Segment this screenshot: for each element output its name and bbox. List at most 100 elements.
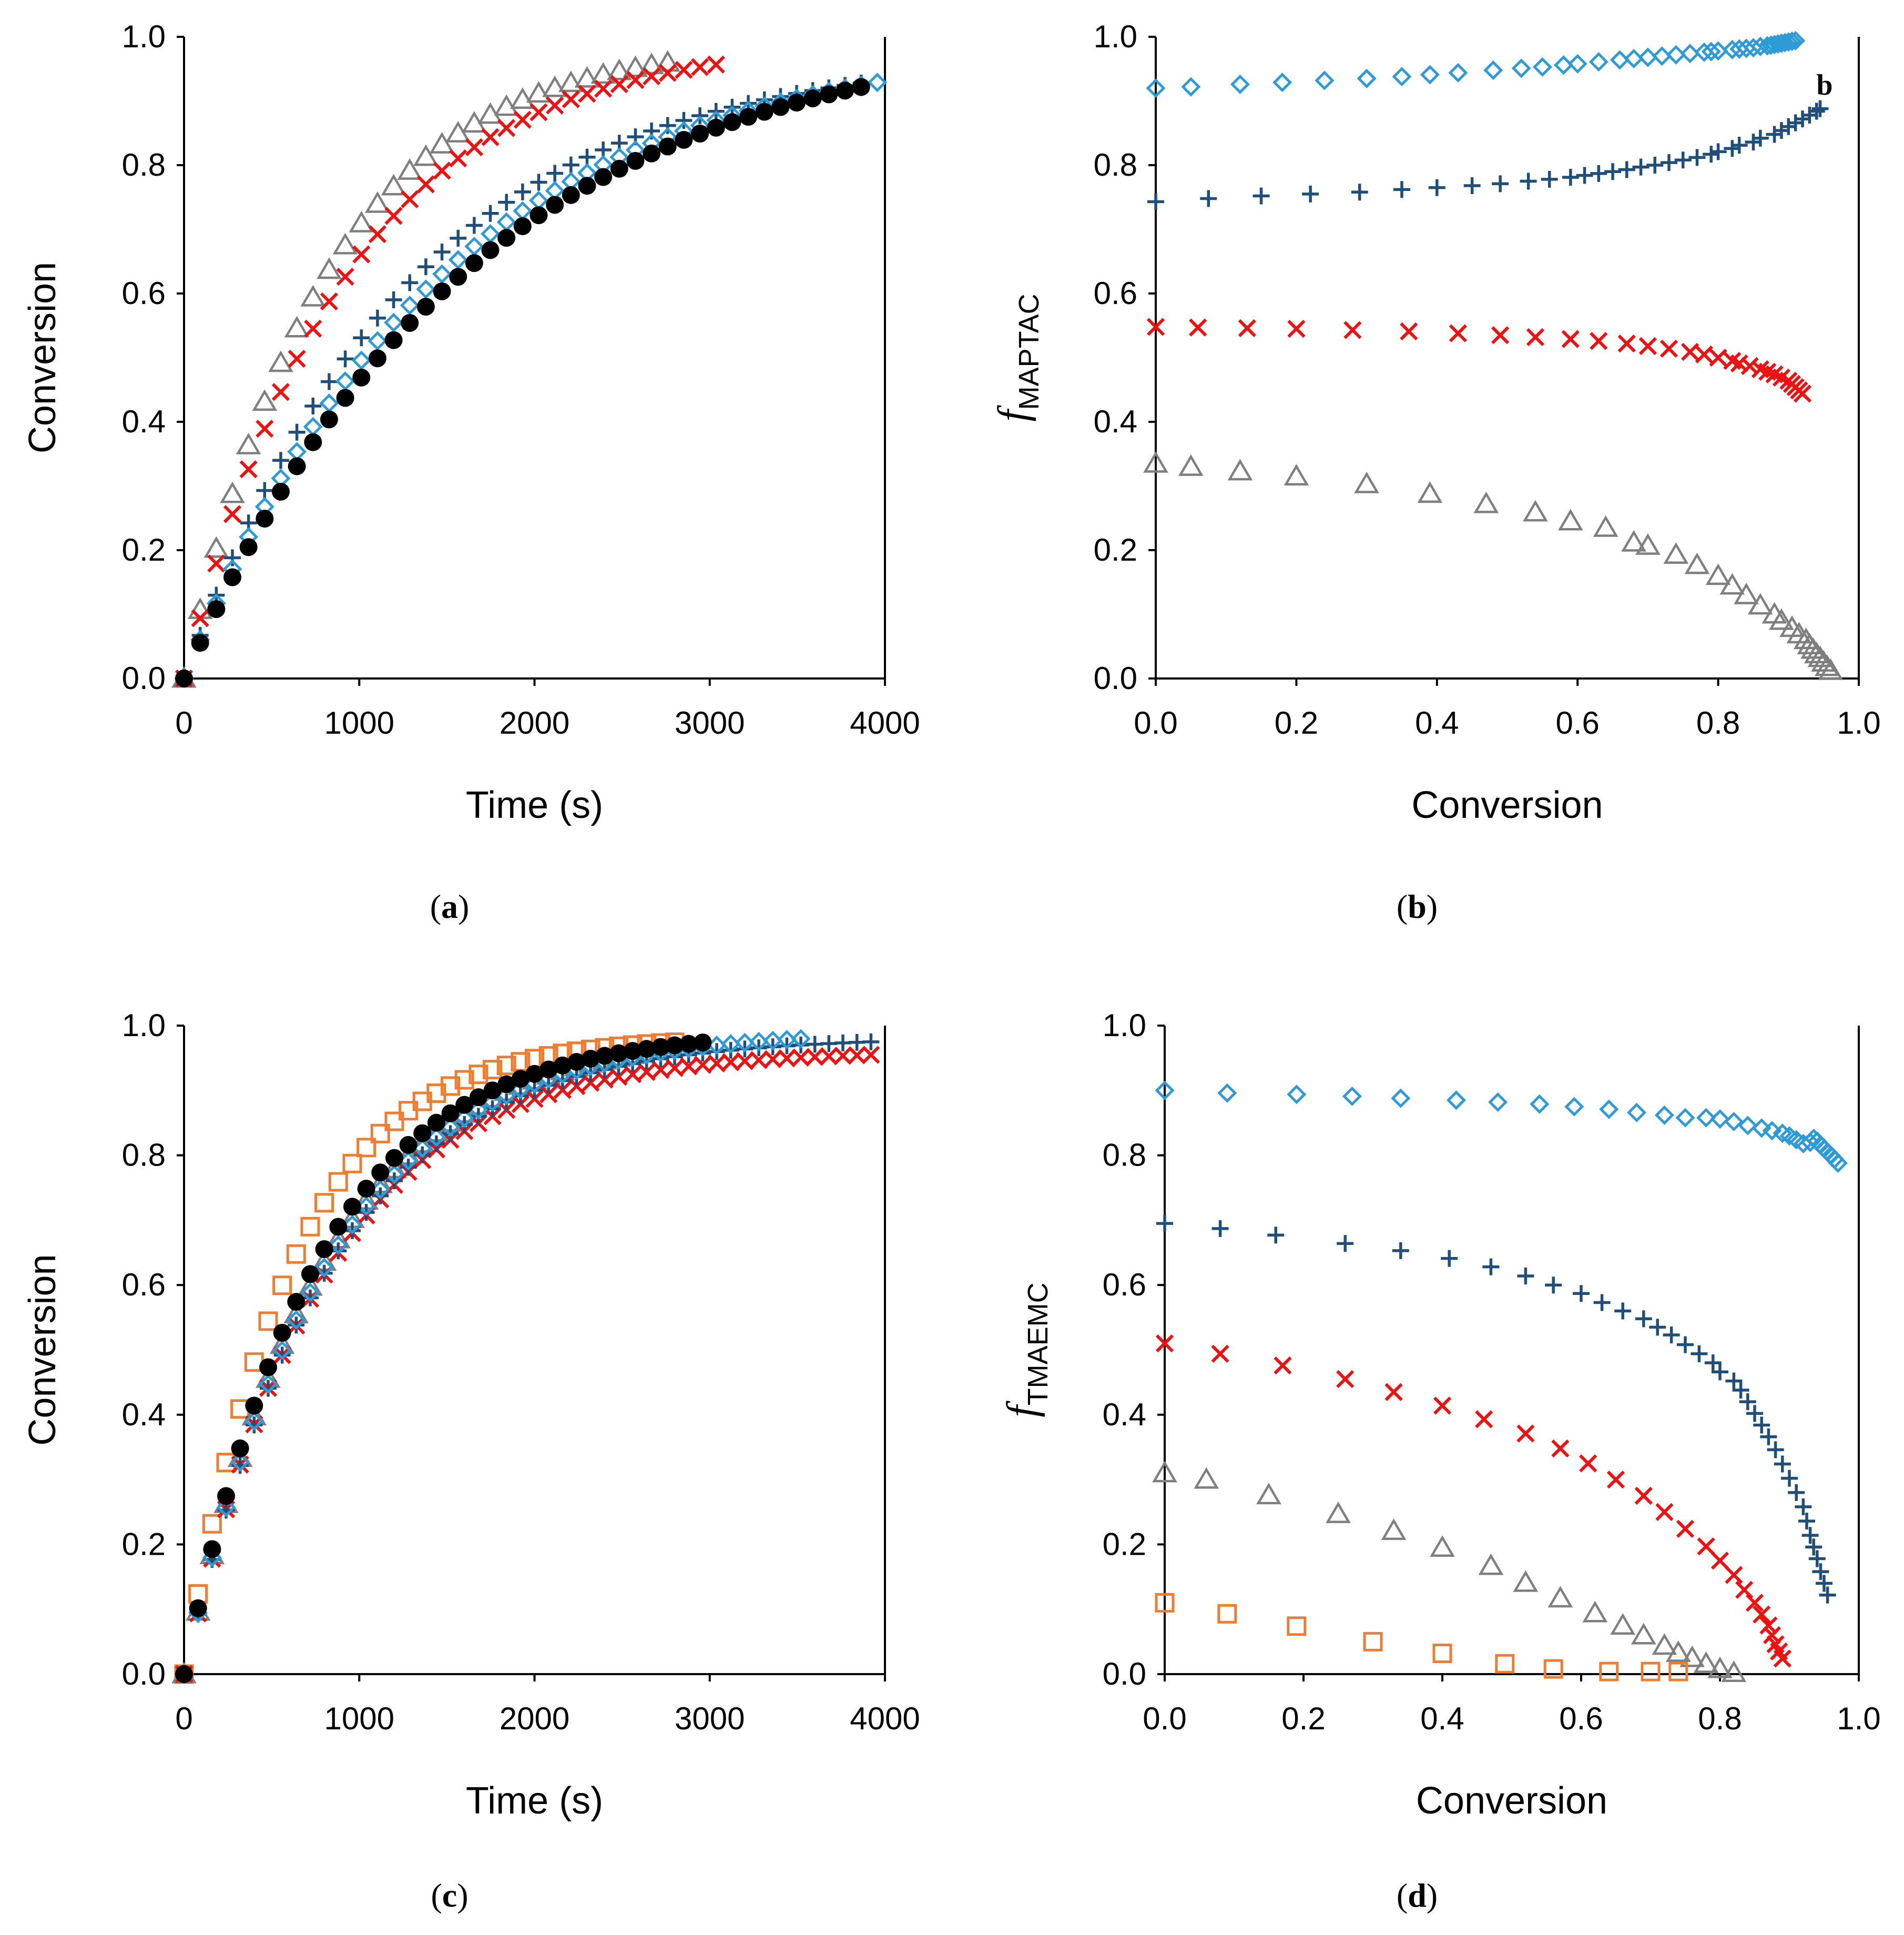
x-tick-label: 0.4 bbox=[1420, 1701, 1464, 1736]
data-point-x bbox=[271, 383, 290, 401]
y-axis-label: Conversion bbox=[22, 1254, 64, 1445]
data-point-square bbox=[384, 1111, 404, 1131]
data-point-diamond bbox=[1589, 52, 1608, 72]
data-point-square bbox=[1599, 1662, 1619, 1681]
x-axis-label: Time (s) bbox=[466, 1780, 603, 1822]
x-tick-label: 1.0 bbox=[1837, 705, 1880, 741]
data-point-circle bbox=[530, 206, 548, 225]
data-point-diamond bbox=[1483, 60, 1503, 80]
data-point-circle bbox=[256, 510, 274, 528]
data-point-plus bbox=[223, 549, 241, 566]
data-point-diamond bbox=[1342, 1086, 1362, 1106]
data-point-diamond bbox=[464, 236, 484, 257]
data-point-x bbox=[1753, 1605, 1771, 1624]
data-point-plus bbox=[562, 156, 579, 174]
y-tick-label: 0.6 bbox=[1094, 276, 1137, 311]
data-point-circle bbox=[723, 113, 741, 131]
data-point-circle bbox=[385, 1149, 403, 1167]
data-point-triangle bbox=[1663, 542, 1689, 564]
data-point-triangle bbox=[1582, 1600, 1608, 1623]
data-point-diamond bbox=[319, 393, 339, 413]
data-point-diamond bbox=[1782, 32, 1802, 52]
series-diamond-lightblue bbox=[174, 1029, 811, 1684]
data-point-diamond bbox=[1778, 32, 1798, 52]
data-point-x bbox=[481, 128, 500, 146]
data-point-diamond bbox=[511, 1079, 531, 1099]
x-tick-label: 3000 bbox=[675, 705, 745, 741]
plot-annotation: b bbox=[1816, 69, 1832, 102]
data-point-square bbox=[370, 1123, 390, 1143]
data-point-diamond bbox=[1610, 50, 1630, 70]
y-tick-label: 0.2 bbox=[122, 1526, 166, 1562]
data-point-circle bbox=[666, 1036, 684, 1055]
data-point-triangle bbox=[429, 131, 455, 154]
x-axis-label: Conversion bbox=[1416, 1780, 1607, 1822]
data-point-circle bbox=[658, 137, 677, 156]
data-point-x bbox=[1384, 1383, 1403, 1401]
data-point-diamond bbox=[1564, 1097, 1584, 1117]
data-point-diamond bbox=[496, 1086, 516, 1106]
data-point-triangle bbox=[1635, 533, 1661, 555]
data-point-square bbox=[272, 1275, 292, 1295]
data-point-triangle bbox=[1417, 481, 1443, 503]
data-point-diamond bbox=[1448, 63, 1468, 83]
data-point-diamond bbox=[1553, 55, 1573, 75]
data-point-triangle bbox=[1719, 573, 1745, 595]
data-point-circle bbox=[595, 1047, 614, 1065]
data-point-x bbox=[288, 349, 306, 368]
data-point-triangle bbox=[1523, 500, 1548, 522]
y-tick-label: 0.8 bbox=[1094, 147, 1137, 183]
data-point-triangle bbox=[365, 191, 390, 213]
data-point-triangle bbox=[1684, 552, 1710, 574]
y-tick-label: 0.8 bbox=[1103, 1138, 1146, 1173]
panel-label-letter: a bbox=[441, 888, 458, 925]
data-point-circle bbox=[694, 1034, 712, 1052]
data-point-circle bbox=[336, 389, 354, 407]
data-point-square bbox=[258, 1311, 278, 1331]
series-cross-red bbox=[175, 1046, 880, 1684]
data-point-x bbox=[1475, 1410, 1493, 1429]
data-point-diamond bbox=[1217, 1083, 1237, 1103]
data-point-x bbox=[320, 292, 339, 311]
data-point-diamond bbox=[1762, 1121, 1782, 1141]
data-point-circle bbox=[553, 1056, 572, 1075]
data-point-diamond bbox=[1627, 1102, 1647, 1122]
data-point-plus bbox=[1767, 1441, 1784, 1458]
y-tick-label: 0.8 bbox=[122, 1138, 166, 1173]
data-point-plus bbox=[1604, 163, 1622, 180]
x-tick-label: 0.8 bbox=[1696, 705, 1740, 741]
data-point-diamond bbox=[216, 1497, 236, 1517]
data-point-circle bbox=[578, 177, 596, 195]
data-point-x bbox=[433, 161, 451, 180]
data-point-triangle bbox=[252, 389, 278, 411]
data-point-diamond bbox=[721, 1034, 741, 1054]
data-point-x bbox=[626, 71, 645, 89]
data-point-plus bbox=[465, 217, 483, 234]
x-axis-label: Time (s) bbox=[466, 784, 603, 826]
data-point-diamond bbox=[287, 442, 307, 462]
data-point-x bbox=[1638, 337, 1657, 356]
data-point-diamond bbox=[416, 279, 436, 299]
data-point-diamond bbox=[1532, 57, 1552, 77]
data-point-x bbox=[578, 85, 596, 103]
panel-label-letter: b bbox=[1408, 888, 1427, 925]
data-point-triangle bbox=[526, 81, 552, 103]
data-point-x bbox=[675, 60, 693, 79]
data-point-plus bbox=[320, 373, 338, 390]
data-point-circle bbox=[546, 196, 564, 214]
data-point-plus bbox=[1688, 149, 1706, 166]
data-point-x bbox=[623, 1065, 642, 1083]
data-point-plus bbox=[1441, 1250, 1458, 1267]
x-tick-label: 0.8 bbox=[1698, 1701, 1742, 1736]
data-point-plus bbox=[1788, 1484, 1805, 1501]
data-point-plus bbox=[1663, 1326, 1680, 1344]
data-point-x bbox=[1655, 1503, 1674, 1521]
data-point-plus bbox=[1351, 184, 1368, 201]
data-point-plus bbox=[1541, 170, 1558, 188]
panel-label-close: ) bbox=[1427, 1877, 1438, 1914]
data-point-triangle bbox=[317, 257, 342, 279]
data-point-triangle bbox=[590, 62, 616, 84]
data-point-plus bbox=[1704, 1354, 1722, 1372]
data-point-circle bbox=[624, 1042, 642, 1060]
data-point-plus bbox=[1725, 1372, 1743, 1390]
